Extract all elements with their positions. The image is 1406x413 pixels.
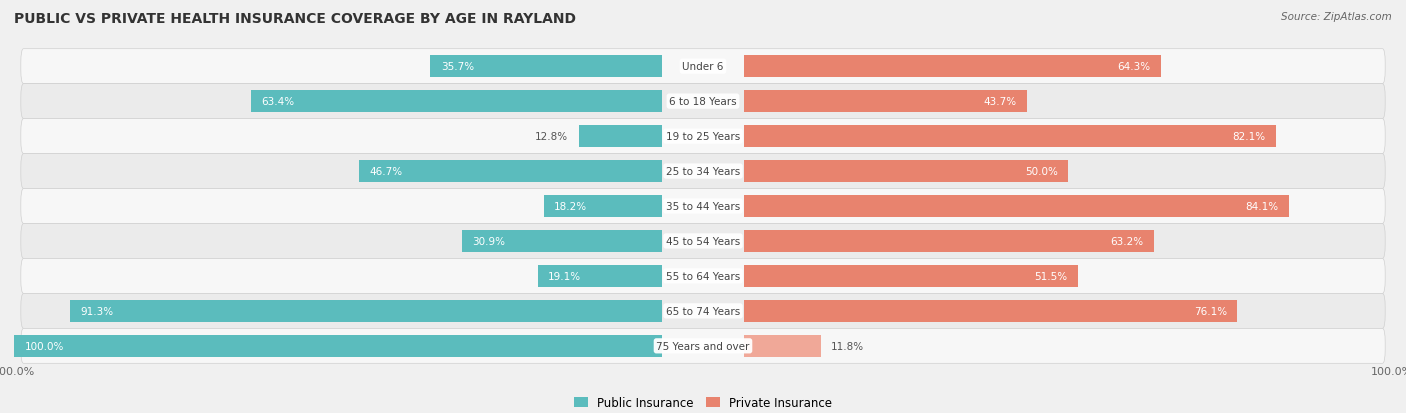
Text: 35 to 44 Years: 35 to 44 Years <box>666 202 740 211</box>
FancyBboxPatch shape <box>21 119 1385 154</box>
Text: 11.8%: 11.8% <box>831 341 865 351</box>
FancyBboxPatch shape <box>21 84 1385 119</box>
Bar <box>579 126 662 147</box>
FancyBboxPatch shape <box>21 154 1385 189</box>
Text: 75 Years and over: 75 Years and over <box>657 341 749 351</box>
Bar <box>744 91 1028 113</box>
Text: 45 to 54 Years: 45 to 54 Years <box>666 236 740 247</box>
Bar <box>70 300 662 322</box>
Bar <box>744 161 1069 183</box>
FancyBboxPatch shape <box>21 224 1385 259</box>
Text: 76.1%: 76.1% <box>1194 306 1227 316</box>
Text: 25 to 34 Years: 25 to 34 Years <box>666 166 740 177</box>
Text: 12.8%: 12.8% <box>536 132 568 142</box>
Bar <box>252 91 662 113</box>
Text: PUBLIC VS PRIVATE HEALTH INSURANCE COVERAGE BY AGE IN RAYLAND: PUBLIC VS PRIVATE HEALTH INSURANCE COVER… <box>14 12 576 26</box>
FancyBboxPatch shape <box>21 259 1385 294</box>
Bar <box>359 161 662 183</box>
Bar <box>538 266 662 287</box>
FancyBboxPatch shape <box>21 50 1385 84</box>
Bar <box>744 230 1153 252</box>
Bar <box>744 266 1078 287</box>
Text: 35.7%: 35.7% <box>441 62 474 72</box>
FancyBboxPatch shape <box>21 189 1385 224</box>
FancyBboxPatch shape <box>21 294 1385 329</box>
Text: 6 to 18 Years: 6 to 18 Years <box>669 97 737 107</box>
Text: 43.7%: 43.7% <box>984 97 1017 107</box>
Text: 100.0%: 100.0% <box>24 341 63 351</box>
Text: 82.1%: 82.1% <box>1233 132 1265 142</box>
Text: Source: ZipAtlas.com: Source: ZipAtlas.com <box>1281 12 1392 22</box>
Legend: Public Insurance, Private Insurance: Public Insurance, Private Insurance <box>569 392 837 413</box>
Text: 55 to 64 Years: 55 to 64 Years <box>666 271 740 281</box>
Text: 84.1%: 84.1% <box>1246 202 1278 211</box>
Text: 19 to 25 Years: 19 to 25 Years <box>666 132 740 142</box>
Text: 91.3%: 91.3% <box>80 306 114 316</box>
Bar <box>461 230 662 252</box>
Bar <box>744 56 1161 78</box>
Bar <box>744 300 1237 322</box>
Bar <box>744 126 1277 147</box>
FancyBboxPatch shape <box>21 329 1385 363</box>
Bar <box>744 335 821 357</box>
Text: 63.2%: 63.2% <box>1111 236 1143 247</box>
Text: 64.3%: 64.3% <box>1118 62 1150 72</box>
Bar <box>744 196 1289 217</box>
Text: 30.9%: 30.9% <box>472 236 505 247</box>
Text: 19.1%: 19.1% <box>548 271 582 281</box>
Text: 65 to 74 Years: 65 to 74 Years <box>666 306 740 316</box>
Text: 51.5%: 51.5% <box>1035 271 1067 281</box>
Text: 46.7%: 46.7% <box>370 166 402 177</box>
Text: Under 6: Under 6 <box>682 62 724 72</box>
Bar <box>544 196 662 217</box>
Text: 63.4%: 63.4% <box>262 97 294 107</box>
Bar <box>14 335 662 357</box>
Text: 50.0%: 50.0% <box>1025 166 1057 177</box>
Text: 18.2%: 18.2% <box>554 202 588 211</box>
Bar <box>430 56 662 78</box>
